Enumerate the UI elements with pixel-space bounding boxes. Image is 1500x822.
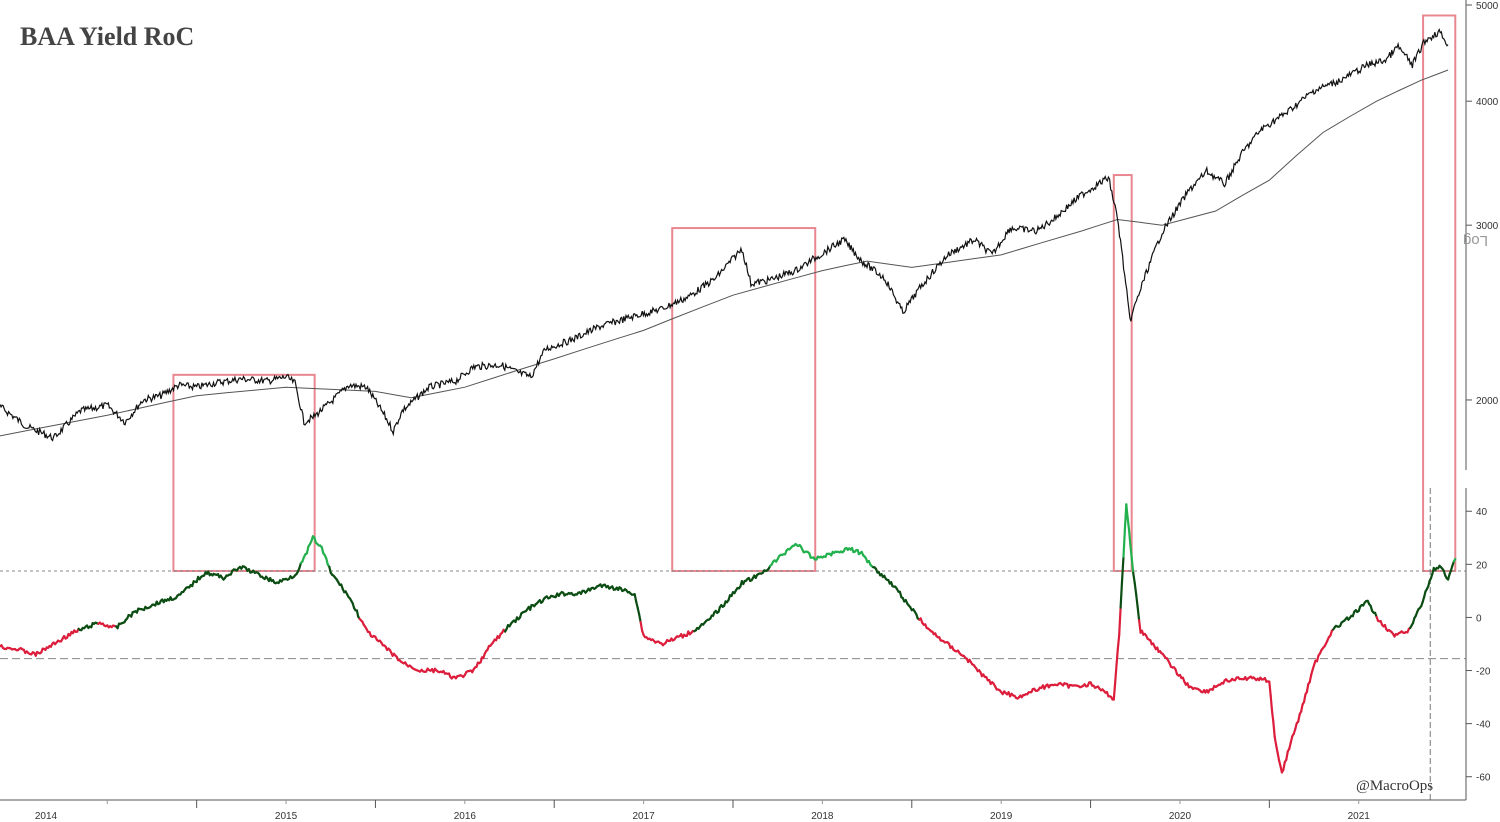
x-tick-label: 2021 (1348, 811, 1371, 822)
highlight-box (1422, 14, 1457, 572)
roc-segment (1120, 555, 1125, 583)
roc-segment (1133, 581, 1138, 596)
log-axis-label: Log (1463, 232, 1488, 249)
top-y-tick-label: 3000 (1476, 221, 1499, 232)
roc-segment (1116, 633, 1121, 651)
x-tick-label: 2016 (454, 811, 477, 822)
chart-title: BAA Yield RoC (20, 22, 194, 51)
top-y-tick-label: 5000 (1476, 1, 1499, 12)
roc-segment (1136, 605, 1141, 622)
bottom-threshold-lines (0, 488, 1466, 800)
roc-segment (1452, 557, 1457, 563)
roc-segment (1273, 735, 1278, 747)
roc-segment (1125, 503, 1129, 520)
roc-series (0, 503, 1457, 774)
roc-segment (1305, 682, 1310, 694)
highlight-box (1112, 174, 1133, 572)
roc-segment (1268, 680, 1272, 697)
top-y-tick-label: 2000 (1476, 396, 1499, 407)
roc-segment (1300, 703, 1304, 713)
x-tick-label: 2015 (275, 811, 298, 822)
roc-segment (1270, 709, 1275, 724)
roc-segment (1118, 606, 1122, 637)
roc-segment (1272, 721, 1276, 739)
roc-segment (1308, 673, 1313, 684)
roc-segment (1115, 647, 1119, 667)
x-tick-label: 2018 (811, 811, 834, 822)
credit-label: @MacroOps (1356, 778, 1433, 794)
bottom-y-tick-label: 0 (1476, 613, 1482, 624)
roc-segment (1126, 517, 1131, 531)
bottom-y-tick-label: 20 (1476, 560, 1488, 571)
roc-segment (1135, 593, 1139, 608)
bottom-y-tick-label: -60 (1476, 773, 1491, 784)
roc-segment (1130, 556, 1135, 574)
roc-segment (1132, 571, 1136, 585)
x-tick-label: 2014 (35, 811, 58, 822)
highlight-box (172, 373, 316, 572)
x-tick-label: 2017 (632, 811, 655, 822)
roc-segment (1113, 664, 1118, 685)
highlight-box (671, 227, 817, 572)
roc-segment (1302, 693, 1307, 704)
bottom-y-tick-label: -20 (1476, 667, 1491, 678)
roc-segment (1112, 682, 1117, 701)
x-tick-label: 2019 (990, 811, 1013, 822)
roc-segment (637, 612, 642, 624)
moving-average-line (0, 69, 1449, 437)
roc-segment (1122, 527, 1127, 558)
roc-segment (1119, 580, 1124, 609)
bottom-y-tick-label: 40 (1476, 507, 1488, 518)
roc-segment (639, 620, 644, 632)
bottom-y-tick-label: -40 (1476, 720, 1491, 731)
roc-segment (1129, 543, 1133, 559)
roc-segment (1297, 713, 1301, 723)
price-line (0, 27, 1449, 442)
highlight-boxes (172, 14, 1457, 572)
roc-segment (1269, 694, 1274, 712)
roc-segment (1274, 743, 1279, 754)
roc-segment (1282, 761, 1286, 772)
roc-segment (1137, 619, 1142, 634)
roc-segment (633, 593, 638, 603)
top-y-tick-label: 4000 (1476, 97, 1499, 108)
roc-segment (1276, 751, 1281, 762)
roc-segment (1127, 528, 1132, 546)
x-tick-label: 2020 (1169, 811, 1192, 822)
roc-segment (1285, 750, 1289, 761)
roc-segment (305, 545, 310, 555)
